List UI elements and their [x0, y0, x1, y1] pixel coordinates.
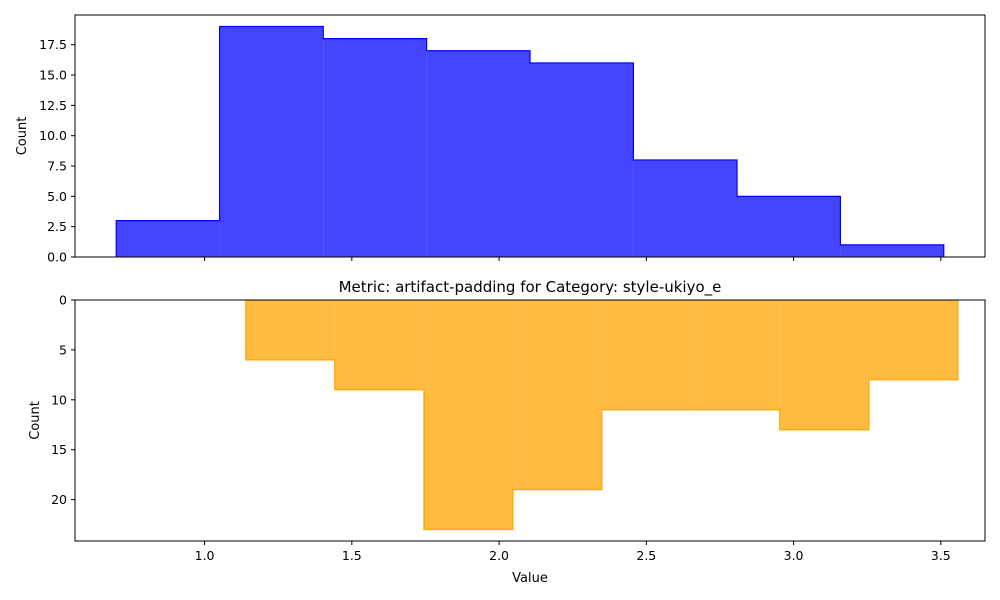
histogram-outline [245, 300, 959, 531]
y-tick-label: 5.0 [47, 189, 67, 204]
histogram-bar [116, 220, 220, 257]
y-axis-label: Count [15, 117, 30, 156]
x-tick-label: 3.5 [931, 548, 951, 563]
y-tick-label: 15.0 [39, 68, 67, 83]
y-tick-label: 17.5 [39, 37, 67, 52]
y-tick-label: 0.0 [47, 250, 67, 265]
histogram-outline [115, 25, 945, 257]
histogram-bar [334, 300, 424, 390]
bottom-histogram-panel: 0 5 10 15 20 1.0 1.5 2.0 2.5 3.0 3.5 Count Value Metr… [28, 278, 986, 586]
histogram-bar [245, 300, 335, 360]
axes-frame [74, 299, 986, 542]
histogram-bar [779, 300, 869, 430]
histogram-bar [737, 196, 841, 257]
y-tick-label: 5 [59, 342, 67, 357]
x-tick-label: 2.0 [489, 548, 509, 563]
y-tick-label: 12.5 [39, 98, 67, 113]
y-tick-label: 15 [51, 442, 67, 457]
histogram-bar [840, 244, 944, 257]
y-tick-label: 20 [51, 492, 67, 507]
y-tick-label: 7.5 [47, 159, 67, 174]
histogram-bar [426, 50, 530, 258]
histogram-bar [423, 300, 513, 530]
x-tick-label: 3.0 [784, 548, 804, 563]
x-axis-label: Value [512, 571, 548, 586]
x-tick-label: 1.5 [342, 548, 362, 563]
y-tick-label: 2.5 [47, 219, 67, 234]
histogram-bar [512, 300, 602, 490]
x-tick-label: 2.5 [636, 548, 656, 563]
y-tick-label: 10.0 [39, 128, 67, 143]
y-tick-label: 0 [59, 293, 67, 308]
top-histogram-panel: 0.0 2.5 5.0 7.5 10.0 12.5 15.0 17.5 Count [15, 14, 986, 265]
histogram-bar [530, 62, 634, 257]
histogram-bar [323, 38, 427, 257]
chart-title: Metric: artifact-padding for Category: s… [339, 278, 722, 297]
histogram-bar [601, 300, 691, 410]
y-axis-label: Count [28, 401, 43, 440]
histogram-bar [868, 300, 958, 380]
x-tick-label: 1.0 [195, 548, 215, 563]
histogram-bar [219, 26, 324, 258]
y-tick-label: 10 [51, 392, 67, 407]
histogram-bar [633, 159, 738, 257]
histogram-bar [690, 300, 780, 410]
